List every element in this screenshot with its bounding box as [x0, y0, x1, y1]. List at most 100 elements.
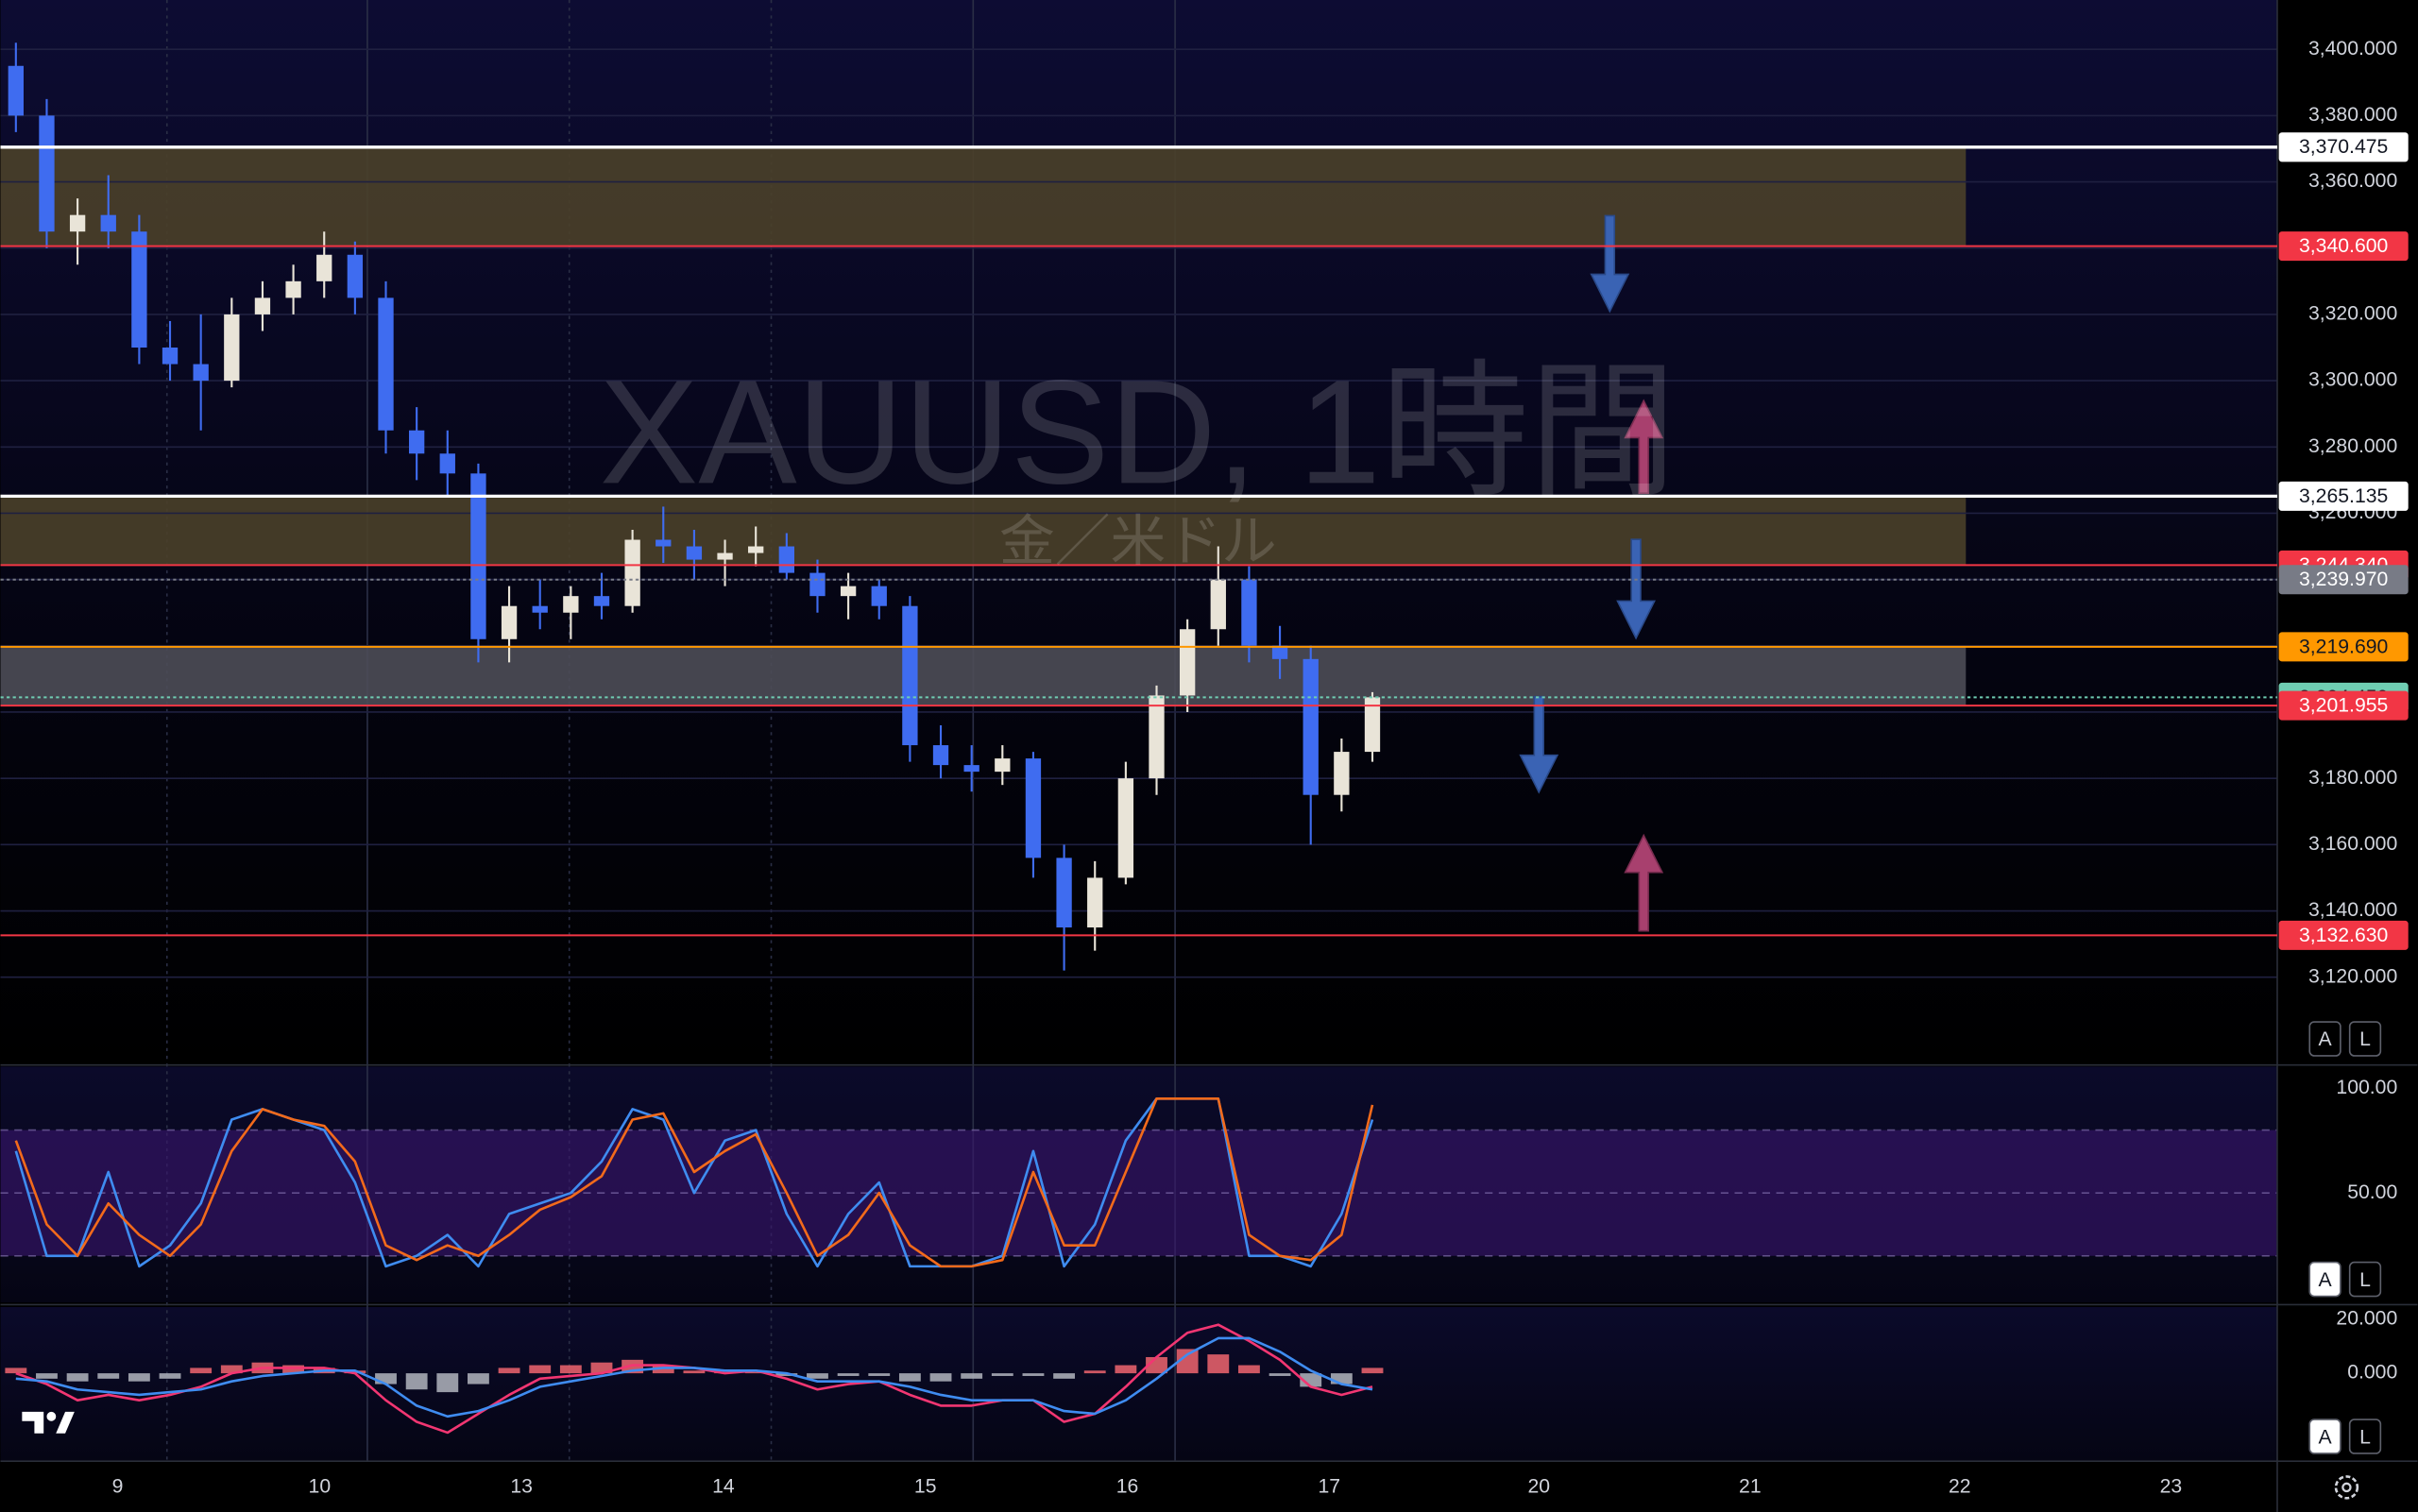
- candle-body: [408, 430, 425, 454]
- candle-body: [778, 546, 794, 573]
- histogram-bar: [1022, 1373, 1045, 1376]
- x-tick-label: 15: [914, 1475, 937, 1497]
- pane-button[interactable]: [2308, 1261, 2341, 1298]
- level-label: 3,370.475: [2299, 136, 2388, 158]
- pane-button[interactable]: [2308, 1021, 2341, 1057]
- level-layer: 3,370.4753,340.6003,265.1353,244.3403,23…: [0, 132, 2409, 1454]
- level-badge: [2278, 690, 2409, 721]
- histogram-bar: [405, 1373, 428, 1390]
- candle-body: [1117, 778, 1134, 878]
- candle-body: [995, 758, 1011, 773]
- zone: [0, 646, 1967, 706]
- x-tick-label: 9: [112, 1475, 124, 1497]
- tradingview-logo: [22, 1411, 75, 1434]
- candle-body: [193, 364, 209, 382]
- y-tick-label: 3,400.000: [2308, 38, 2397, 59]
- level-label: 3,219.690: [2299, 636, 2388, 657]
- pane-button[interactable]: [2308, 1419, 2341, 1454]
- pane-button-label[interactable]: L: [2359, 1426, 2371, 1448]
- candle-body: [224, 314, 240, 382]
- y-tick-label: 20.000: [2336, 1308, 2397, 1330]
- pane-button[interactable]: [2348, 1419, 2382, 1454]
- macd-pane: [0, 1306, 2277, 1462]
- gear-center[interactable]: [2341, 1482, 2352, 1493]
- histogram-bar: [66, 1373, 89, 1382]
- histogram-bar: [1083, 1370, 1106, 1374]
- level-label: 3,340.600: [2299, 235, 2388, 257]
- histogram-bar: [190, 1368, 213, 1374]
- y-tick-label: 0.000: [2347, 1362, 2397, 1384]
- histogram-bar: [991, 1373, 1013, 1376]
- candle-body: [347, 254, 364, 298]
- histogram-bar: [498, 1368, 520, 1374]
- level-label: 3,265.135: [2299, 485, 2388, 507]
- histogram-bar: [1238, 1365, 1260, 1374]
- x-tick-label: 14: [712, 1475, 735, 1497]
- histogram-bar: [929, 1373, 952, 1382]
- y-tick-label: 3,360.000: [2308, 170, 2397, 192]
- candle-body: [8, 65, 24, 116]
- histogram-bar: [744, 1371, 767, 1374]
- x-tick-label: 20: [1527, 1475, 1550, 1497]
- watermark: XAUUSD, 1時間 金／米ドル: [600, 349, 1677, 572]
- histogram-bar: [559, 1365, 582, 1374]
- candle-body: [1087, 877, 1103, 928]
- candle-body: [563, 596, 579, 613]
- candle-body: [902, 605, 918, 746]
- candle-body: [501, 605, 518, 639]
- pane-button-label[interactable]: A: [2318, 1028, 2332, 1050]
- pane-button-label[interactable]: A: [2318, 1426, 2332, 1448]
- candle-body: [162, 348, 179, 365]
- histogram-bar: [344, 1370, 366, 1374]
- logo-part: [56, 1411, 75, 1434]
- candle-body: [1271, 645, 1288, 659]
- histogram-bar: [97, 1373, 120, 1379]
- down-arrow: [1616, 538, 1656, 640]
- settings-icon[interactable]: [2334, 1475, 2359, 1500]
- y-tick-label: 3,140.000: [2308, 899, 2397, 921]
- candle-body: [131, 231, 147, 348]
- candle-body: [1025, 758, 1042, 858]
- level-badge: [2278, 632, 2409, 662]
- candle-body: [1210, 579, 1226, 630]
- x-tick-label: 22: [1949, 1475, 1971, 1497]
- candle-body: [532, 605, 548, 613]
- y-tick-label: 3,120.000: [2308, 965, 2397, 987]
- y-tick-label: 50.00: [2347, 1181, 2397, 1203]
- histogram-bar: [529, 1365, 552, 1374]
- candle-body: [840, 586, 857, 597]
- up-arrow: [1624, 833, 1664, 932]
- candle-body: [809, 572, 826, 597]
- candle-body: [871, 586, 887, 606]
- level-badge: [2278, 132, 2409, 162]
- pane-button[interactable]: [2348, 1261, 2382, 1298]
- y-tick-label: 3,380.000: [2308, 104, 2397, 126]
- candle-body: [717, 552, 733, 560]
- histogram-bar: [128, 1373, 150, 1382]
- pane-button-label[interactable]: L: [2359, 1028, 2371, 1050]
- candle-body: [963, 765, 979, 773]
- candle-body: [748, 546, 764, 553]
- pane-button-label[interactable]: A: [2318, 1269, 2332, 1291]
- candle-body: [39, 115, 55, 232]
- level-label: 3,239.970: [2299, 569, 2388, 590]
- candle-body: [69, 214, 86, 232]
- gear[interactable]: [2334, 1475, 2359, 1500]
- indicator-line: [14, 1097, 1374, 1268]
- histogram-bar: [590, 1362, 613, 1374]
- candle-body: [1149, 695, 1165, 779]
- pane-button-label[interactable]: L: [2359, 1269, 2371, 1291]
- candle-body: [1364, 697, 1381, 753]
- zone: [0, 146, 1967, 246]
- candle-body: [378, 297, 394, 431]
- histogram-bar: [1330, 1373, 1353, 1385]
- x-tick-label: 10: [309, 1475, 332, 1497]
- x-tick-label: 21: [1739, 1475, 1762, 1497]
- candle-body: [285, 280, 301, 298]
- indicator-line: [15, 1336, 1373, 1419]
- up-arrow: [1624, 399, 1664, 495]
- candle-body: [316, 254, 332, 281]
- histogram-bar: [5, 1368, 27, 1374]
- pane-button[interactable]: [2348, 1021, 2382, 1057]
- logo-part: [22, 1411, 44, 1434]
